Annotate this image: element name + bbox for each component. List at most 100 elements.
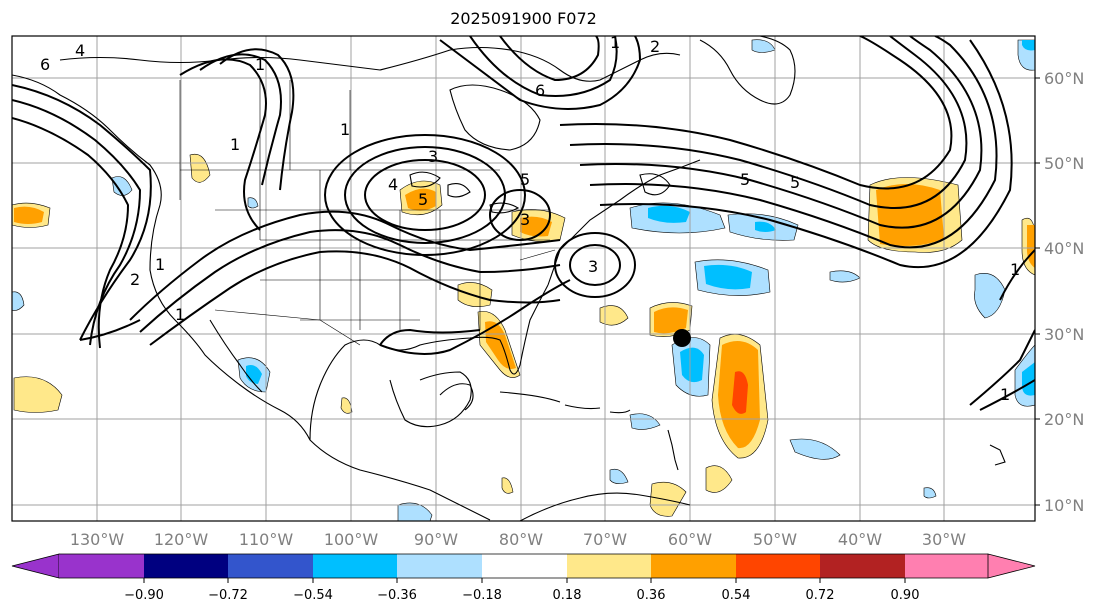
pos-anomaly-shade: [13, 376, 63, 413]
colorbar-bin: [651, 554, 736, 578]
colorbar-bin: [397, 554, 482, 578]
lon-tick-label: 80°W: [499, 530, 543, 549]
neg-anomaly-shade: [629, 413, 661, 430]
lat-tick-label: 10°N: [1044, 496, 1084, 515]
colorbar-tick-label: 0.72: [806, 588, 835, 603]
lat-tick-label: 30°N: [1044, 325, 1084, 344]
map-frame: [11, 35, 1036, 522]
pos-anomaly-shade: [599, 305, 629, 326]
contour-label: 1: [610, 33, 620, 52]
neg-anomaly-shade: [609, 468, 629, 484]
colorbar-bin: [228, 554, 313, 578]
lon-axis: 130°W 120°W 110°W 100°W 90°W 80°W 70°W 6…: [70, 530, 966, 549]
colorbar-tick-label: −0.72: [208, 588, 248, 603]
storm-center-dot: [673, 329, 691, 347]
contour-label: 5: [418, 190, 428, 209]
contour-label: 2: [130, 270, 140, 289]
lat-tick-label: 20°N: [1044, 410, 1084, 429]
lon-tick-label: 50°W: [753, 530, 797, 549]
pos-anomaly-shade: [485, 321, 516, 369]
neg-anomaly-shade: [648, 205, 690, 223]
colorbar-tick-label: −0.36: [377, 588, 417, 603]
contour-label: 3: [520, 210, 530, 229]
contour-label: 4: [75, 41, 85, 60]
contour-label: 1: [1000, 385, 1010, 404]
colorbar-over-triangle: [987, 553, 1036, 579]
contour-label: 1: [230, 135, 240, 154]
pos-anomaly-shade: [654, 307, 688, 334]
lat-tick-label: 40°N: [1044, 239, 1084, 258]
coastlines: [12, 36, 1006, 521]
neg-anomaly-shade: [1022, 40, 1035, 51]
colorbar-bin: [820, 554, 905, 578]
shaded-anomaly-layer: [12, 39, 1035, 521]
colorbar-tick-label: −0.54: [293, 588, 333, 603]
neg-anomaly-shade: [247, 197, 259, 209]
colorbar-bin: [482, 554, 567, 578]
contour-label: 1: [255, 55, 265, 74]
colorbar-bin: [736, 554, 820, 578]
lat-tick-label: 50°N: [1044, 154, 1084, 173]
neg-anomaly-shade: [704, 264, 752, 290]
lon-tick-label: 70°W: [583, 530, 627, 549]
contour-label: 6: [535, 81, 545, 100]
colorbar-tick-label: −0.18: [462, 588, 502, 603]
colorbar-tick-label: 0.18: [553, 588, 582, 603]
lon-tick-label: 110°W: [239, 530, 294, 549]
colorbar-tick-label: 0.90: [891, 588, 920, 603]
pos-anomaly-shade: [705, 465, 733, 493]
height-contours: [12, 36, 1035, 411]
pos-anomaly-shade: [649, 481, 687, 517]
lon-tick-label: 40°W: [838, 530, 882, 549]
lon-tick-label: 60°W: [668, 530, 712, 549]
contour-label: 5: [790, 173, 800, 192]
political-borders: [179, 80, 556, 346]
neg-anomaly-shade: [789, 438, 841, 460]
contour-label: 5: [520, 170, 530, 189]
neg-anomaly-shade: [755, 221, 776, 232]
colorbar-tick-label: 0.54: [722, 588, 751, 603]
lat-tick-label: 60°N: [1044, 69, 1084, 88]
pos-anomaly-shade: [340, 397, 353, 414]
contour-labels: 6 4 1 1 1 2 1 1 3 4 5 5 3 3 6 2 5 5 1 1 …: [40, 33, 1020, 404]
colorbar-bin: [313, 554, 397, 578]
pos-anomaly-shade: [732, 371, 748, 414]
pos-anomaly-shade: [457, 282, 493, 307]
contour-label: 1: [175, 305, 185, 324]
pos-anomaly-shade: [189, 153, 211, 183]
contour-label: 1: [340, 120, 350, 139]
lon-tick-label: 30°W: [922, 530, 966, 549]
neg-anomaly-shade: [923, 487, 937, 499]
contour-label: 1: [1010, 260, 1020, 279]
lat-axis: 60°N 50°N 40°N 30°N 20°N 10°N: [1035, 69, 1084, 515]
neg-anomaly-shade: [111, 176, 133, 196]
colorbar: −0.90 −0.72 −0.54 −0.36 −0.18 0.18 0.36 …: [11, 553, 1036, 603]
colorbar-tick-label: 0.36: [637, 588, 666, 603]
neg-anomaly-shade: [974, 273, 1006, 319]
colorbar-under-triangle: [11, 553, 60, 579]
lon-tick-label: 100°W: [324, 530, 379, 549]
pos-anomaly-shade: [520, 216, 552, 237]
colorbar-bin: [567, 554, 651, 578]
contour-label: 4: [388, 175, 398, 194]
colorbar-bin: [59, 554, 144, 578]
lon-tick-label: 90°W: [414, 530, 458, 549]
neg-anomaly-shade: [1022, 362, 1035, 396]
contour-label: 2: [650, 37, 660, 56]
contour-label: 1: [155, 255, 165, 274]
colorbar-bin: [905, 554, 988, 578]
pos-anomaly-shade: [14, 206, 44, 224]
pos-anomaly-shade: [876, 184, 944, 246]
plot-title: 2025091900 F072: [450, 9, 597, 28]
pos-anomaly-shade: [405, 188, 436, 211]
colorbar-bin: [144, 554, 228, 578]
neg-anomaly-shade: [397, 502, 433, 521]
lon-tick-label: 130°W: [70, 530, 125, 549]
pos-anomaly-shade: [501, 477, 514, 494]
neg-anomaly-shade: [680, 347, 704, 383]
contour-label: 6: [40, 55, 50, 74]
graticule: [12, 36, 1035, 521]
lon-tick-label: 120°W: [154, 530, 209, 549]
contour-label: 3: [588, 257, 598, 276]
